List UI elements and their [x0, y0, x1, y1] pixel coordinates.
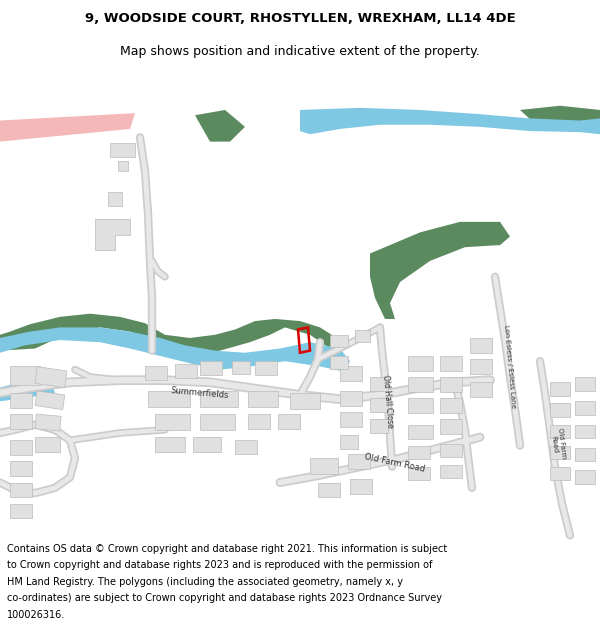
- Polygon shape: [118, 161, 128, 171]
- Bar: [355, 329, 370, 342]
- Text: Old Farm
Road: Old Farm Road: [550, 428, 566, 460]
- Bar: [440, 444, 462, 458]
- Text: to Crown copyright and database rights 2023 and is reproduced with the permissio: to Crown copyright and database rights 2…: [7, 561, 433, 571]
- Bar: [350, 479, 372, 494]
- Bar: [248, 414, 270, 429]
- Bar: [255, 361, 277, 375]
- Text: HM Land Registry. The polygons (including the associated geometry, namely x, y: HM Land Registry. The polygons (includin…: [7, 577, 403, 587]
- Bar: [470, 382, 492, 397]
- Bar: [155, 414, 190, 430]
- Bar: [440, 419, 462, 434]
- Bar: [550, 403, 570, 417]
- Polygon shape: [108, 192, 122, 206]
- Text: Map shows position and indicative extent of the property.: Map shows position and indicative extent…: [120, 45, 480, 58]
- Bar: [10, 461, 32, 476]
- Bar: [175, 364, 197, 378]
- Bar: [575, 424, 595, 438]
- Bar: [440, 464, 462, 478]
- Bar: [200, 361, 222, 375]
- Bar: [200, 391, 238, 407]
- Bar: [440, 377, 462, 392]
- Bar: [470, 338, 492, 352]
- Bar: [235, 441, 257, 454]
- Bar: [470, 359, 492, 374]
- Bar: [370, 419, 388, 433]
- Bar: [575, 470, 595, 484]
- Polygon shape: [0, 328, 350, 372]
- Text: 9, WOODSIDE COURT, RHOSTYLLEN, WREXHAM, LL14 4DE: 9, WOODSIDE COURT, RHOSTYLLEN, WREXHAM, …: [85, 12, 515, 25]
- Bar: [193, 437, 221, 452]
- Text: Lon Esless / Esless Lane: Lon Esless / Esless Lane: [503, 324, 517, 408]
- Text: Summerfields: Summerfields: [170, 386, 229, 400]
- Polygon shape: [195, 110, 245, 142]
- Bar: [145, 366, 167, 380]
- Bar: [408, 467, 430, 481]
- Polygon shape: [0, 271, 340, 356]
- Bar: [232, 361, 250, 374]
- Bar: [35, 437, 60, 452]
- Bar: [550, 424, 570, 438]
- Bar: [575, 448, 595, 461]
- Text: co-ordinates) are subject to Crown copyright and database rights 2023 Ordnance S: co-ordinates) are subject to Crown copyr…: [7, 593, 442, 603]
- Bar: [35, 367, 67, 388]
- Bar: [340, 412, 362, 427]
- Bar: [35, 414, 61, 431]
- Text: Old Hall Close: Old Hall Close: [381, 374, 395, 428]
- Bar: [35, 391, 65, 409]
- Bar: [340, 391, 362, 406]
- Bar: [200, 414, 235, 430]
- Bar: [10, 393, 32, 408]
- Bar: [550, 467, 570, 481]
- Bar: [330, 356, 348, 369]
- Text: Old Farm Road: Old Farm Road: [364, 452, 426, 473]
- Bar: [248, 391, 278, 407]
- Bar: [408, 356, 433, 371]
- Bar: [155, 437, 185, 452]
- Polygon shape: [370, 222, 510, 319]
- Bar: [310, 458, 338, 474]
- Bar: [370, 398, 388, 412]
- Bar: [10, 366, 40, 386]
- Bar: [10, 441, 32, 455]
- Bar: [550, 382, 570, 396]
- Bar: [575, 401, 595, 415]
- Bar: [440, 398, 462, 413]
- Bar: [10, 482, 32, 498]
- Polygon shape: [300, 108, 600, 134]
- Bar: [408, 377, 433, 392]
- Bar: [440, 356, 462, 371]
- Polygon shape: [95, 219, 130, 251]
- Bar: [348, 454, 370, 469]
- Bar: [330, 335, 348, 348]
- Bar: [550, 446, 570, 459]
- Bar: [340, 435, 358, 449]
- Bar: [10, 504, 32, 519]
- Text: Contains OS data © Crown copyright and database right 2021. This information is : Contains OS data © Crown copyright and d…: [7, 544, 448, 554]
- Bar: [278, 414, 300, 429]
- Bar: [290, 393, 320, 409]
- Bar: [408, 446, 430, 459]
- Bar: [318, 482, 340, 498]
- Polygon shape: [0, 113, 135, 142]
- Polygon shape: [110, 142, 135, 158]
- Bar: [370, 377, 388, 391]
- Polygon shape: [0, 380, 55, 401]
- Bar: [408, 424, 433, 439]
- Bar: [10, 414, 32, 429]
- Bar: [148, 391, 190, 407]
- Text: 100026316.: 100026316.: [7, 610, 65, 620]
- Bar: [340, 366, 362, 381]
- Polygon shape: [520, 106, 600, 129]
- Bar: [575, 377, 595, 391]
- Bar: [408, 398, 433, 413]
